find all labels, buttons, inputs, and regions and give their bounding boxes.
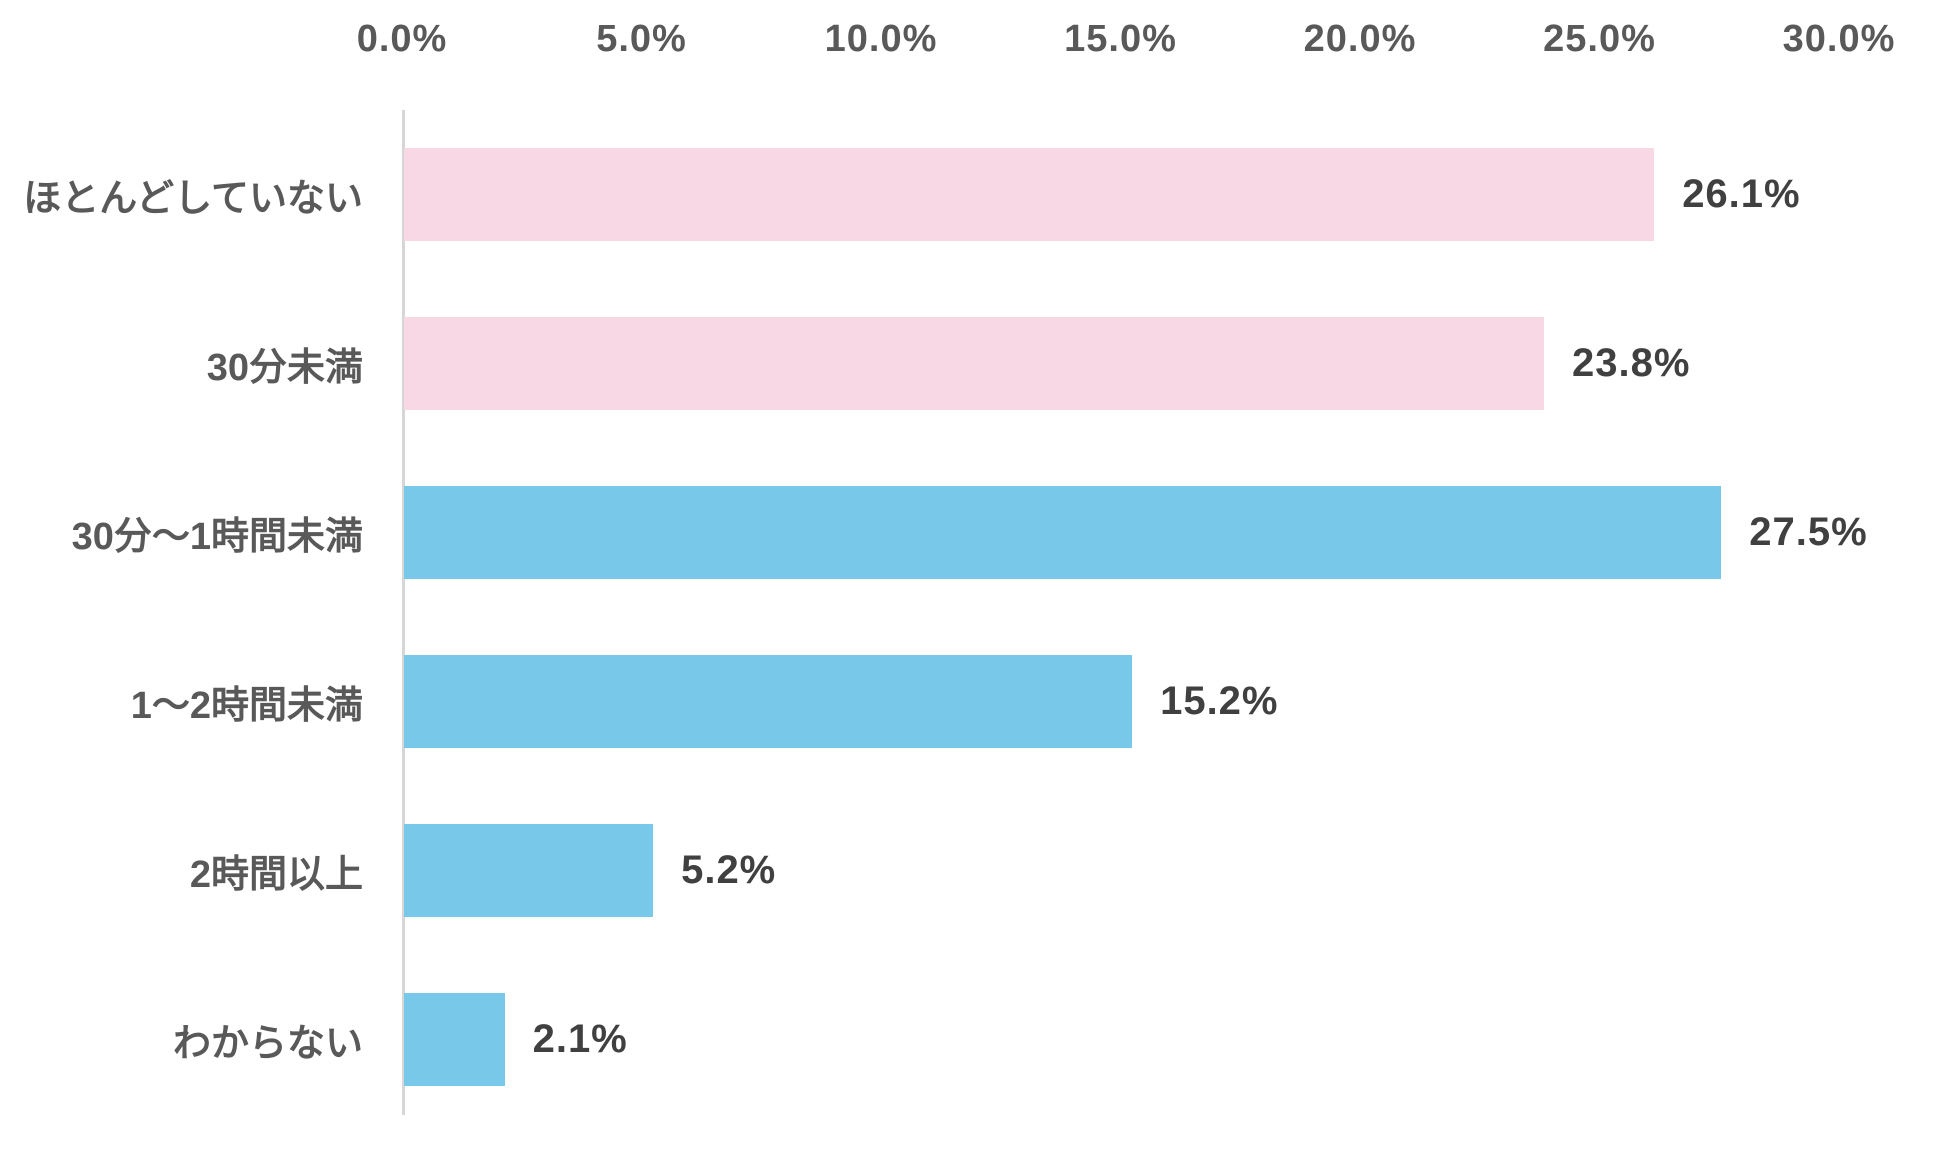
value-label: 2.1% (532, 1017, 628, 1061)
x-axis-tick-label: 15.0% (1064, 18, 1177, 60)
bar (404, 317, 1545, 410)
x-axis-tick-label: 10.0% (824, 18, 938, 60)
value-label: 5.2% (681, 848, 777, 892)
y-axis-baseline (402, 110, 405, 1115)
bar (404, 148, 1655, 241)
value-label: 26.1% (1682, 172, 1801, 216)
x-axis-tick-label: 30.0% (1782, 18, 1896, 60)
value-label: 23.8% (1572, 341, 1691, 385)
bar (404, 486, 1722, 579)
x-axis-tick-label: 0.0% (356, 18, 448, 60)
category-label: 2時間以上 (189, 854, 363, 896)
category-label: ほとんどしていない (23, 178, 363, 220)
x-axis-tick-label: 5.0% (596, 18, 687, 60)
x-axis-tick-label: 20.0% (1303, 18, 1417, 60)
category-label: 1～2時間未満 (130, 685, 363, 727)
category-label: 30分～1時間未満 (71, 516, 363, 558)
bar (404, 993, 505, 1086)
category-label: 30分未満 (206, 347, 363, 389)
bar (404, 655, 1133, 748)
category-label: わからない (172, 1023, 363, 1065)
x-axis-tick-label: 25.0% (1543, 18, 1656, 60)
value-label: 27.5% (1749, 510, 1868, 554)
value-label: 15.2% (1160, 679, 1279, 723)
bar (404, 824, 654, 917)
